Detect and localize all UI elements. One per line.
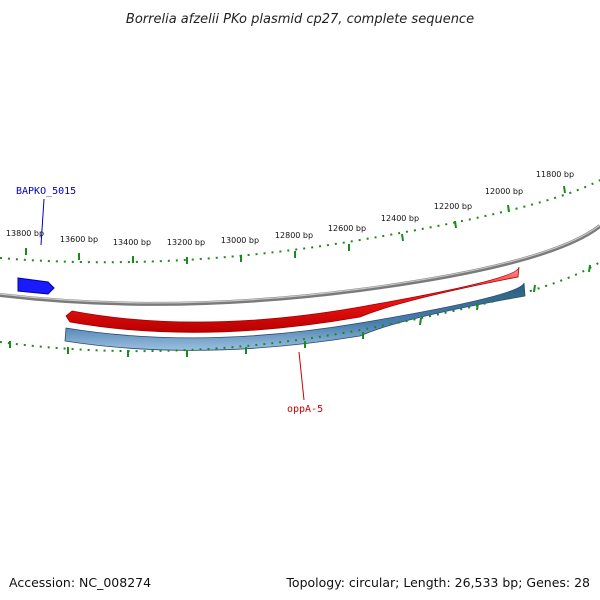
ruler-label: 13800 bp (6, 229, 44, 238)
gene-leader-line-oppa-5 (298, 351, 305, 401)
outer-major-tick (454, 220, 457, 229)
gene-label-bapko-5015[interactable]: BAPKO_5015 (16, 186, 76, 197)
outer-ruler-labels: 11800 bp 12000 bp 12200 bp 12400 bp 1260… (6, 170, 574, 247)
ruler-label: 12400 bp (381, 214, 419, 223)
ruler-label: 11800 bp (536, 170, 574, 179)
inner-major-tick (588, 264, 591, 273)
ruler-label: 13400 bp (113, 238, 151, 247)
plasmid-backbone (0, 224, 600, 306)
inner-ruler-track (0, 261, 600, 353)
ruler-label: 13000 bp (221, 236, 259, 245)
ruler-label: 13600 bp (60, 235, 98, 244)
gene-label-oppa-5[interactable]: oppA-5 (287, 404, 323, 415)
gene-leader-line-bapko-5015 (40, 198, 45, 246)
topology-summary-text: Topology: circular; Length: 26,533 bp; G… (285, 575, 590, 590)
gene-feature-bapko-5015[interactable] (17, 277, 55, 295)
ruler-label: 13200 bp (167, 238, 205, 247)
outer-ruler-track (0, 179, 600, 264)
outer-ruler-ticks (25, 185, 566, 264)
inner-major-tick (419, 317, 422, 326)
inner-major-tick (476, 302, 479, 311)
outer-major-tick (507, 204, 510, 213)
outer-major-tick (563, 185, 566, 194)
ruler-label: 12800 bp (275, 231, 313, 240)
gene-feature-oppa-5-forward[interactable] (65, 266, 520, 333)
plasmid-backbone-highlight (0, 224, 600, 304)
ruler-label: 12600 bp (328, 224, 366, 233)
gene-feature-oppa-5-reverse[interactable] (64, 282, 526, 351)
ruler-label: 12200 bp (434, 202, 472, 211)
map-title: Borrelia afzelii PKo plasmid cp27, compl… (126, 12, 474, 27)
accession-text: Accession: NC_008274 (9, 575, 151, 590)
inner-ruler-ticks (9, 264, 591, 357)
outer-major-tick (401, 233, 404, 242)
inner-major-tick (533, 284, 536, 293)
ruler-label: 12000 bp (485, 187, 523, 196)
